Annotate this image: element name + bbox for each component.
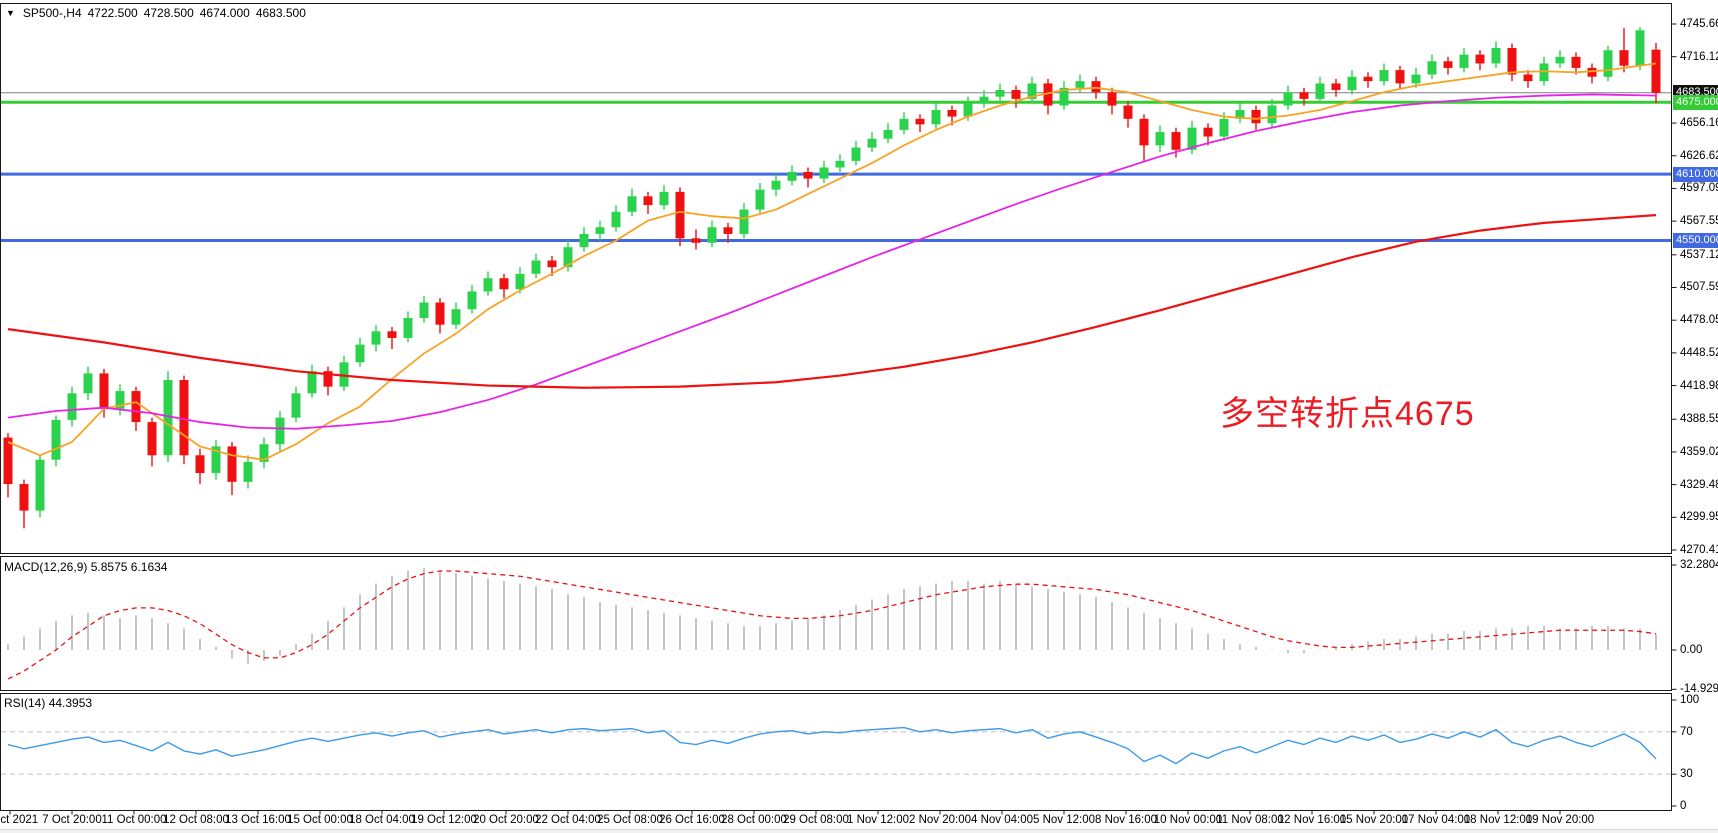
price-level-badge: 4550.000 (1673, 233, 1718, 249)
macd-axis-label: 0.00 (1680, 644, 1703, 656)
price-axis-tick-label: 4507.590 (1680, 281, 1718, 294)
price-axis-tick-label: 4656.160 (1680, 117, 1718, 130)
rsi-current-value: 44.3953 (48, 696, 93, 710)
time-axis-label: 12 Nov 16:00 (1277, 814, 1347, 826)
time-axis-label: 15 Nov 20:00 (1339, 814, 1409, 826)
price-axis-tick-label: 4359.020 (1680, 445, 1718, 458)
time-axis-label: 10 Nov 00:00 (1153, 814, 1223, 826)
macd-indicator-label: MACD(12,26,9) 5.8575 6.1634 (4, 560, 168, 574)
rsi-axis-label: 100 (1680, 694, 1700, 706)
bull-bear-turning-point-annotation: 多空转折点4675 (1220, 395, 1475, 433)
time-axis-label: 12 Oct 08:00 (163, 814, 229, 826)
price-axis-tick-label: 4716.125 (1680, 50, 1718, 63)
rsi-axis-label: 70 (1680, 725, 1693, 738)
time-axis-label: 6 Oct 2021 (0, 814, 39, 826)
time-axis-label: 1 Nov 12:00 (846, 814, 910, 826)
time-axis-label: 19 Oct 12:00 (411, 814, 477, 826)
price-axis-tick-label: 4388.555 (1680, 413, 1718, 426)
price-axis-tick-label: 4270.415 (1680, 544, 1718, 556)
time-axis-label: 28 Oct 00:00 (721, 814, 787, 826)
time-axis-label: 11 Oct 00:00 (101, 814, 167, 826)
time-axis-label: 7 Oct 20:00 (42, 814, 102, 826)
window-bottom-edge (0, 829, 1718, 833)
time-axis-label: 18 Oct 04:00 (349, 814, 415, 826)
macd-signal-value: 6.1634 (130, 560, 168, 574)
time-axis-label: 19 Nov 20:00 (1525, 814, 1595, 826)
time-axis-label: 15 Oct 00:00 (287, 814, 353, 826)
price-axis-tick-label: 4299.950 (1680, 511, 1718, 524)
price-axis-tick-label: 4448.520 (1680, 346, 1718, 359)
time-axis-label: 18 Nov 12:00 (1463, 814, 1533, 826)
rsi-indicator-label: RSI(14) 44.3953 (4, 696, 93, 710)
ohlc-close: 4683.500 (255, 6, 306, 20)
price-level-badge: 4675.000 (1673, 94, 1718, 110)
time-axis-label: 29 Oct 08:00 (783, 814, 849, 826)
time-axis-label: 20 Oct 20:00 (473, 814, 539, 826)
time-axis-label: 11 Nov 08:00 (1216, 814, 1284, 826)
chart-header: ▼ SP500-,H4 4722.500 4728.500 4674.000 4… (6, 6, 306, 20)
price-axis-tick-label: 4537.125 (1680, 248, 1718, 261)
rsi-axis-label: 0 (1680, 800, 1687, 812)
price-axis-tick-label: 4478.055 (1680, 314, 1718, 327)
price-axis-tick-label: 4745.660 (1680, 18, 1718, 30)
symbol-dropdown-icon[interactable]: ▼ (6, 8, 15, 18)
macd-axis-label: -14.9293 (1680, 683, 1718, 696)
time-axis-label: 26 Oct 16:00 (659, 814, 725, 826)
time-axis-label: 22 Oct 04:00 (535, 814, 601, 826)
symbol-period-label: SP500-,H4 (22, 6, 82, 20)
time-axis-label: 17 Nov 04:00 (1401, 814, 1471, 826)
time-axis-label: 13 Oct 16:00 (225, 814, 291, 826)
time-axis-label: 5 Nov 12:00 (1032, 814, 1096, 826)
time-axis-label: 25 Oct 08:00 (597, 814, 663, 826)
price-axis-tick-label: 4626.625 (1680, 149, 1718, 162)
ohlc-low: 4674.000 (199, 6, 250, 20)
ohlc-high: 4728.500 (143, 6, 194, 20)
macd-main-value: 5.8575 (90, 560, 128, 574)
time-axis-label: 2 Nov 20:00 (908, 814, 972, 826)
price-axis-tick-label: 4418.985 (1680, 379, 1718, 392)
price-axis-tick-label: 4567.555 (1680, 215, 1718, 228)
time-axis-label: 4 Nov 04:00 (970, 814, 1034, 826)
rsi-axis-label: 30 (1680, 768, 1693, 781)
price-level-badge: 4610.000 (1673, 166, 1718, 182)
price-axis-tick-label: 4597.090 (1680, 182, 1718, 195)
time-axis-label: 8 Nov 16:00 (1094, 814, 1158, 826)
price-axis-tick-label: 4329.485 (1680, 478, 1718, 491)
macd-axis-label: 32.2804 (1680, 559, 1718, 571)
ohlc-open: 4722.500 (87, 6, 138, 20)
